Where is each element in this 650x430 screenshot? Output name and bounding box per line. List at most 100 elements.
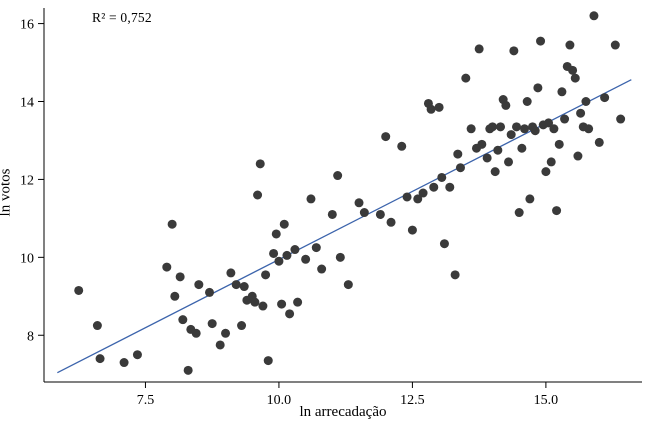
data-point (546, 157, 556, 167)
data-point (418, 188, 428, 198)
data-point (285, 309, 295, 319)
data-point (119, 358, 129, 368)
data-point (293, 297, 303, 307)
data-point (493, 145, 503, 155)
data-point (504, 157, 514, 167)
data-point (536, 36, 546, 46)
data-point (525, 194, 535, 204)
data-point (554, 139, 564, 149)
data-point (482, 153, 492, 163)
data-point (282, 250, 292, 260)
data-point (429, 182, 439, 192)
data-point (512, 122, 522, 132)
data-point (461, 73, 471, 83)
data-point (170, 291, 180, 301)
data-point (589, 11, 599, 21)
x-axis-title: ln arrecadação (299, 404, 387, 420)
data-point (517, 143, 527, 153)
data-point (343, 280, 353, 290)
data-point (183, 365, 193, 375)
data-point (565, 40, 575, 50)
data-point (250, 297, 260, 307)
data-point (600, 93, 610, 103)
y-tick-label: 14 (20, 96, 34, 111)
y-tick-label: 8 (27, 329, 34, 344)
data-point (92, 321, 102, 331)
data-point (261, 270, 271, 280)
data-point (317, 264, 327, 274)
data-point (530, 126, 540, 136)
data-point (175, 272, 185, 282)
data-point (74, 285, 84, 295)
data-point (509, 46, 519, 56)
data-point (506, 130, 516, 140)
data-point (445, 182, 455, 192)
data-point (544, 118, 554, 128)
data-point (397, 141, 407, 151)
data-point (501, 100, 511, 110)
data-point (269, 248, 279, 258)
data-point (191, 328, 201, 338)
data-point (277, 299, 287, 309)
data-point (439, 239, 449, 249)
data-point (541, 167, 551, 177)
y-axis-title: ln votos (0, 168, 14, 217)
data-point (215, 340, 225, 350)
data-point (231, 280, 241, 290)
x-tick-label: 10.0 (267, 393, 292, 408)
data-point (311, 243, 321, 253)
data-point (386, 217, 396, 227)
data-point (426, 104, 436, 114)
data-point (568, 65, 578, 75)
data-point (375, 209, 385, 219)
data-point (279, 219, 289, 229)
data-point (455, 163, 465, 173)
data-point (132, 350, 142, 360)
y-tick-label: 10 (20, 251, 34, 266)
data-point (407, 225, 417, 235)
data-point (520, 124, 530, 134)
data-point (453, 149, 463, 159)
data-point (570, 73, 580, 83)
data-point (301, 254, 311, 264)
data-point (557, 87, 567, 97)
data-point (552, 206, 562, 216)
data-point (226, 268, 236, 278)
data-point (450, 270, 460, 280)
data-point (522, 97, 532, 106)
data-point (207, 319, 217, 329)
data-point (514, 208, 524, 218)
data-point (576, 108, 586, 118)
data-point (290, 245, 300, 255)
data-point (237, 321, 247, 331)
data-point (205, 287, 215, 297)
data-point (402, 192, 412, 202)
data-point (560, 114, 570, 124)
data-point (437, 172, 447, 182)
data-point (194, 280, 204, 290)
data-point (594, 137, 604, 147)
data-point (95, 354, 105, 364)
data-point (359, 208, 369, 218)
data-point (239, 282, 249, 292)
r-squared-annotation: R² = 0,752 (92, 10, 152, 25)
data-point (263, 356, 273, 366)
data-point (354, 198, 364, 208)
data-point (616, 114, 626, 124)
y-tick-label: 12 (20, 173, 34, 188)
data-point (178, 315, 188, 325)
data-point (488, 122, 497, 132)
data-point (573, 151, 583, 161)
data-point (581, 97, 591, 106)
data-point (533, 83, 543, 93)
data-point (162, 262, 172, 272)
data-point (333, 171, 343, 181)
data-point (413, 194, 423, 204)
y-tick-label: 16 (20, 18, 34, 33)
data-point (335, 252, 345, 262)
data-point (253, 190, 263, 200)
x-tick-label: 7.5 (137, 393, 155, 408)
data-point (466, 124, 476, 134)
